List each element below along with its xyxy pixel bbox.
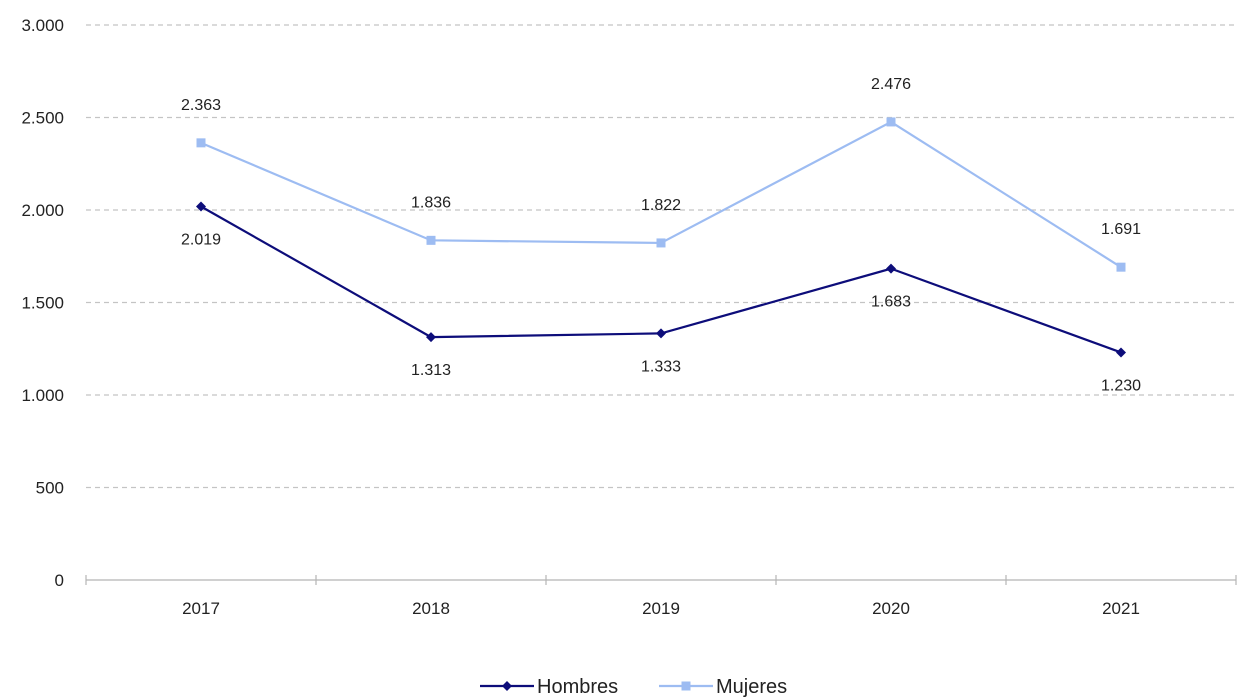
legend-item-mujeres: Mujeres [659,676,787,698]
data-point-mujeres [426,235,436,245]
legend-item-hombres: Hombres [480,676,618,698]
data-label-hombres: 2.019 [181,231,221,248]
grid-lines [86,24,1236,489]
y-tick-label: 1.500 [21,294,64,313]
x-tick-label: 2020 [872,599,910,618]
data-label-mujeres: 1.691 [1101,221,1141,238]
data-point-hombres [1116,347,1126,358]
y-tick-label: 0 [55,571,64,590]
x-tick-label: 2021 [1102,599,1140,618]
y-tick-label: 2.000 [21,201,64,220]
data-point-hombres [886,263,896,274]
y-tick-label: 2.500 [21,109,64,128]
x-tick-label: 2017 [182,599,220,618]
x-tick-label: 2019 [642,599,680,618]
legend-marker-mujeres [681,681,691,691]
y-tick-label: 1.000 [21,386,64,405]
data-point-mujeres [656,238,666,248]
data-label-hombres: 1.683 [871,294,911,311]
series-group [196,117,1126,358]
data-label-mujeres: 1.836 [411,194,451,211]
legend-label-hombres: Hombres [537,676,618,698]
data-labels: 2.019 1.313 1.333 1.683 1.230 2.363 1.836 1.822… [181,76,1141,395]
data-point-mujeres [886,117,896,127]
data-point-mujeres [1116,262,1126,272]
legend-marker-hombres [502,681,512,691]
data-label-hombres: 1.230 [1101,377,1141,394]
data-label-mujeres: 1.822 [641,197,681,214]
y-axis-tick-labels: 0 500 1.000 1.500 2.000 2.500 3.000 [21,16,64,590]
y-tick-label: 500 [36,479,64,498]
data-label-hombres: 1.333 [641,358,681,375]
legend: Hombres Mujeres [480,676,787,698]
data-point-hombres [656,328,666,339]
data-label-hombres: 1.313 [411,362,451,379]
data-point-hombres [196,201,206,212]
y-tick-label: 3.000 [21,16,64,35]
data-label-mujeres: 2.363 [181,97,221,114]
data-point-hombres [426,332,436,343]
legend-label-mujeres: Mujeres [716,676,787,698]
data-point-mujeres [196,138,206,148]
x-tick-label: 2018 [412,599,450,618]
x-axis: 2017 2018 2019 2020 2021 [85,575,1237,618]
data-label-mujeres: 2.476 [871,76,911,93]
